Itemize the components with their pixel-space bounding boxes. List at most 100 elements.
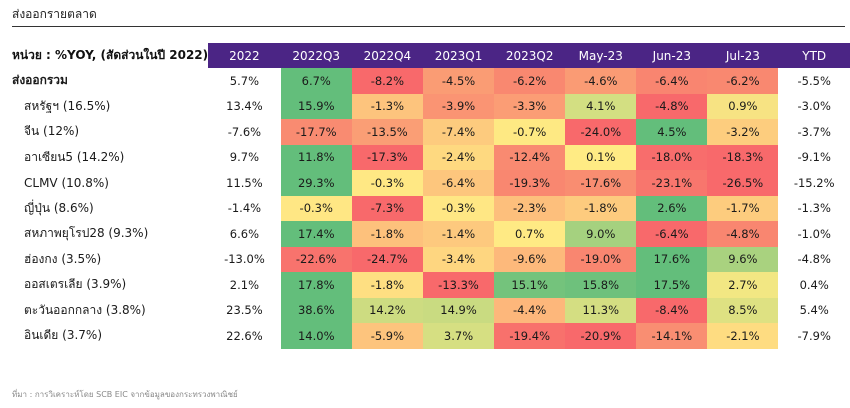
row-label: ฮ่องกง (3.5%): [24, 251, 102, 266]
cell-jul-23: 0.9%: [707, 93, 779, 119]
row-label: สหภาพยุโรป28 (9.3%): [24, 226, 149, 241]
cell-jun-23: 17.5%: [636, 272, 708, 298]
cell-2023q1: -6.4%: [422, 170, 495, 196]
cell-2022q4: -5.9%: [351, 323, 423, 349]
column-header-jul-23: Jul-23: [707, 43, 779, 68]
cell-2023q2: -2.3%: [494, 195, 566, 221]
cell-may-23: -17.6%: [565, 170, 637, 196]
cell-ytd: 5.4%: [799, 303, 829, 318]
cell-2023q1: -2.4%: [422, 144, 495, 170]
cell-2022q3: -17.7%: [280, 119, 352, 145]
row-label: ตะวันออกกลาง (3.8%): [24, 302, 146, 317]
cell-jun-23: -8.4%: [636, 297, 708, 323]
cell-2022q3: 15.9%: [280, 93, 352, 119]
row-label: จีน (12%): [24, 124, 80, 139]
cell-2022q3: 17.8%: [280, 272, 352, 298]
cell-jul-23: -2.1%: [707, 323, 779, 349]
cell-2022: -1.4%: [227, 201, 262, 216]
cell-ytd: -1.3%: [797, 201, 831, 216]
row-label: สหรัฐฯ (16.5%): [24, 98, 111, 113]
cell-may-23: -4.6%: [565, 68, 637, 94]
cell-jul-23: 2.7%: [707, 272, 779, 298]
cell-jul-23: 9.6%: [707, 246, 779, 272]
column-header-2022q4: 2022Q4: [351, 43, 423, 68]
title-divider: [12, 26, 845, 27]
cell-2023q2: -0.7%: [494, 119, 566, 145]
cell-2023q1: -3.4%: [422, 246, 495, 272]
cell-2022q3: 11.8%: [280, 144, 352, 170]
cell-may-23: 9.0%: [565, 221, 637, 247]
cell-2022: 22.6%: [226, 328, 263, 343]
cell-ytd: -3.7%: [797, 124, 831, 139]
cell-2023q2: -19.3%: [494, 170, 566, 196]
cell-2022: 13.4%: [226, 99, 263, 114]
cell-2023q2: 15.1%: [494, 272, 566, 298]
cell-ytd: -15.2%: [793, 175, 835, 190]
export-market-table: หน่วย : %YOY, (สัดส่วนในปี 2022) 2022 20…: [12, 43, 850, 349]
row-label: ส่งออกรวม: [12, 73, 68, 88]
cell-jul-23: -4.8%: [707, 221, 779, 247]
cell-2022q3: 29.3%: [280, 170, 352, 196]
cell-ytd: -9.1%: [797, 150, 831, 165]
column-header-2022q3: 2022Q3: [280, 43, 352, 68]
cell-2022: 23.5%: [226, 303, 263, 318]
cell-2023q1: 3.7%: [422, 323, 495, 349]
cell-2023q2: -3.3%: [494, 93, 566, 119]
cell-2022q4: -8.2%: [351, 68, 423, 94]
cell-may-23: -24.0%: [565, 119, 637, 145]
table-row: สหภาพยุโรป28 (9.3%) 6.6% 17.4% -1.8% -1.4% 0.…: [12, 221, 850, 247]
cell-2022q3: -0.3%: [280, 195, 352, 221]
table-row: ญี่ปุ่น (8.6%) -1.4% -0.3% -7.3% -0.3% -2.3% -…: [12, 195, 850, 221]
cell-2022q4: -1.8%: [351, 221, 423, 247]
column-header-jun-23: Jun-23: [636, 43, 708, 68]
cell-may-23: -20.9%: [565, 323, 637, 349]
cell-jul-23: 8.5%: [707, 297, 779, 323]
column-header-2023q1: 2023Q1: [422, 43, 495, 68]
column-header-2023q2: 2023Q2: [494, 43, 566, 68]
cell-2022: 9.7%: [229, 150, 260, 165]
column-header-ytd: YTD: [778, 43, 850, 68]
cell-2022: 6.6%: [229, 226, 260, 241]
cell-2022q3: 17.4%: [280, 221, 352, 247]
cell-jun-23: -6.4%: [636, 68, 708, 94]
table-row: สหรัฐฯ (16.5%) 13.4% 15.9% -1.3% -3.9% -3.3% 4…: [12, 93, 850, 119]
row-label: ออสเตรเลีย (3.9%): [24, 277, 127, 292]
cell-2023q1: -1.4%: [422, 221, 495, 247]
cell-2023q2: -6.2%: [494, 68, 566, 94]
unit-label: หน่วย : %YOY, (สัดส่วนในปี 2022): [12, 43, 209, 68]
cell-may-23: -1.8%: [565, 195, 637, 221]
table-row: ออสเตรเลีย (3.9%) 2.1% 17.8% -1.8% -13.3% 15.…: [12, 272, 850, 298]
cell-2023q2: -19.4%: [494, 323, 566, 349]
column-header-may-23: May-23: [565, 43, 637, 68]
cell-jul-23: -18.3%: [707, 144, 779, 170]
row-label: ญี่ปุ่น (8.6%): [24, 200, 94, 215]
cell-2022q3: 14.0%: [280, 323, 352, 349]
column-header-2022: 2022: [208, 43, 281, 68]
row-label: อินเดีย (3.7%): [24, 328, 102, 343]
table-row: อินเดีย (3.7%) 22.6% 14.0% -5.9% 3.7% -19.4% -…: [12, 323, 850, 349]
cell-2022: 2.1%: [229, 277, 260, 292]
cell-jun-23: -6.4%: [636, 221, 708, 247]
cell-2023q1: -4.5%: [422, 68, 495, 94]
cell-2023q1: 14.9%: [422, 297, 495, 323]
cell-jun-23: 4.5%: [636, 119, 708, 145]
table-row: ส่งออกรวม 5.7% 6.7% -8.2% -4.5% -6.2% -4.6% -6.…: [12, 68, 850, 94]
cell-ytd: -5.5%: [797, 73, 831, 88]
row-label: CLMV (10.8%): [24, 175, 109, 190]
cell-ytd: 0.4%: [799, 277, 829, 292]
cell-2022: -13.0%: [224, 252, 265, 267]
cell-ytd: -4.8%: [797, 252, 831, 267]
cell-jul-23: -26.5%: [707, 170, 779, 196]
cell-jul-23: -1.7%: [707, 195, 779, 221]
table-header-row: หน่วย : %YOY, (สัดส่วนในปี 2022) 2022 20…: [12, 43, 850, 68]
cell-2022: 5.7%: [229, 73, 260, 88]
cell-2023q1: -13.3%: [422, 272, 495, 298]
table-row: CLMV (10.8%) 11.5% 29.3% -0.3% -6.4% -19.3% -1…: [12, 170, 850, 196]
table-row: จีน (12%) -7.6% -17.7% -13.5% -7.4% -0.7% -24.…: [12, 119, 850, 145]
cell-2022q4: -13.5%: [351, 119, 423, 145]
page-title: ส่งออกรายตลาด: [12, 7, 97, 21]
cell-2022q3: -22.6%: [280, 246, 352, 272]
cell-2022q4: -1.8%: [351, 272, 423, 298]
cell-2022q4: -24.7%: [351, 246, 423, 272]
cell-jul-23: -3.2%: [707, 119, 779, 145]
